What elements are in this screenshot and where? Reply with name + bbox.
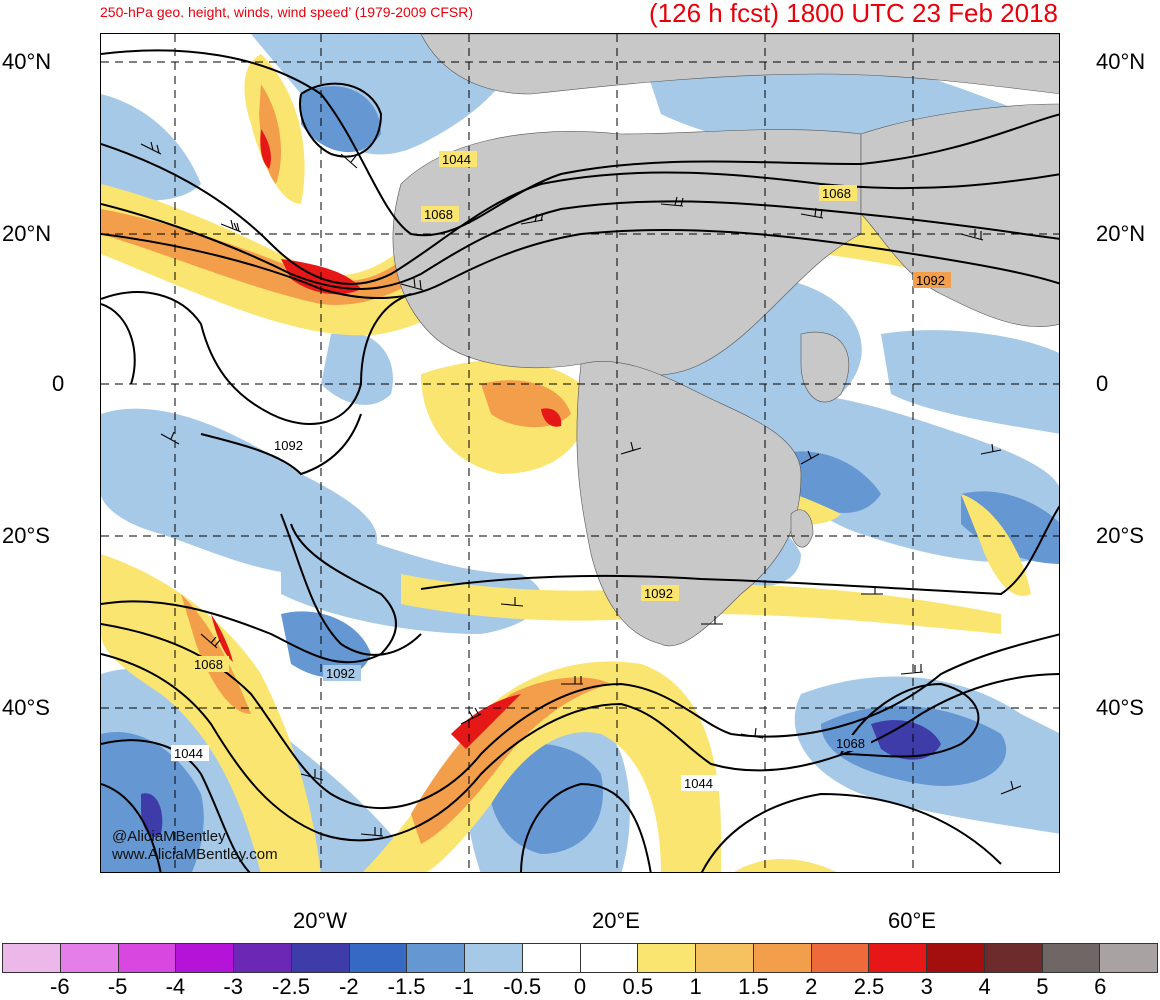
colorbar-swatch — [1042, 944, 1101, 972]
lat-label-20n-left: 20°N — [2, 221, 52, 246]
lat-label-eq-right: 0 — [1096, 371, 1109, 396]
colorbar-swatch — [696, 944, 754, 972]
colorbar-swatch — [176, 944, 234, 972]
map-canvas: 1044 1068 1092 1092 1068 1044 1068 1092 … — [101, 34, 1059, 872]
colorbar-swatch — [3, 944, 61, 972]
contour-label: 1068 — [822, 186, 851, 201]
colorbar-swatch — [753, 944, 812, 972]
contour-label: 1068 — [194, 657, 223, 672]
colorbar-swatch — [118, 944, 177, 972]
colorbar-tick-label: 2.5 — [853, 974, 885, 999]
contour-label: 1092 — [644, 586, 673, 601]
colorbar-tick-label: -1 — [454, 974, 475, 999]
colorbar-swatch — [407, 944, 465, 972]
colorbar-tick-label: 0 — [573, 974, 587, 999]
colorbar-tick-label: 3 — [920, 974, 933, 999]
contour-labels: 1044 1068 1092 1092 1068 1044 1068 1092 … — [171, 151, 951, 791]
colorbar-swatch — [349, 944, 408, 972]
colorbar-tick-label: 5 — [1036, 974, 1049, 999]
height-contours — [101, 49, 1059, 872]
colorbar-tick-label: -1.5 — [387, 974, 426, 999]
colorbar-tick-label: -4 — [165, 974, 186, 999]
colorbar-swatch — [984, 944, 1043, 972]
lat-label-20s-left: 20°S — [2, 523, 50, 548]
lon-label-60e: 60°E — [888, 908, 936, 933]
lat-label-40n-right: 40°N — [1096, 49, 1146, 74]
map-panel[interactable]: 1044 1068 1092 1092 1068 1044 1068 1092 … — [100, 33, 1060, 873]
lon-label-20e: 20°E — [592, 908, 640, 933]
colorbar-tick-label: 6 — [1094, 974, 1107, 999]
land-area — [392, 34, 1059, 647]
map-title-right: (126 h fcst) 1800 UTC 23 Feb 2018 — [648, 0, 1058, 28]
lat-label-20n-right: 20°N — [1096, 221, 1146, 246]
colorbar-tick-label: -5 — [107, 974, 128, 999]
contour-label: 1044 — [684, 776, 713, 791]
credits: @AliciaMBentley www.AliciaMBentley.com — [112, 828, 278, 864]
colorbar-swatch — [60, 944, 119, 972]
colorbar-swatch — [234, 944, 292, 972]
colorbar-swatch — [811, 944, 870, 972]
colorbar — [2, 943, 1158, 973]
colorbar-tick-label: 1 — [689, 974, 702, 999]
contour-label: 1092 — [274, 438, 303, 453]
contour-label: 1068 — [836, 736, 865, 751]
colorbar-tick-label: -0.5 — [503, 974, 542, 999]
colorbar-swatch — [869, 944, 927, 972]
contour-label: 1068 — [424, 207, 453, 222]
colorbar-swatch — [465, 944, 523, 972]
colorbar-swatch — [580, 944, 639, 972]
lat-label-40s-left: 40°S — [2, 695, 50, 720]
colorbar-swatch — [291, 944, 350, 972]
lat-label-eq-left: 0 — [52, 371, 65, 396]
contour-label: 1044 — [174, 746, 203, 761]
colorbar-tick-label: 0.5 — [622, 974, 654, 999]
colorbar-tick-label: 1.5 — [738, 974, 769, 999]
colorbar-tick-label: -2 — [339, 974, 359, 999]
graticule — [101, 34, 1059, 872]
lat-label-40s-right: 40°S — [1096, 695, 1144, 720]
colorbar-tick-label: -3 — [223, 974, 243, 999]
credit-handle: @AliciaMBentley — [112, 828, 226, 845]
contour-label: 1092 — [916, 273, 945, 288]
lon-label-20w: 20°W — [292, 908, 348, 933]
contour-label: 1092 — [326, 666, 355, 681]
colorbar-tick-label: -2.5 — [272, 974, 310, 999]
colorbar-swatch — [522, 944, 581, 972]
colorbar-swatch — [1100, 944, 1157, 972]
colorbar-tick-label: 2 — [805, 974, 818, 999]
colorbar-swatch — [638, 944, 696, 972]
colorbar-tick-label: 4 — [978, 974, 991, 999]
lat-label-20s-right: 20°S — [1096, 523, 1144, 548]
map-title-left: 250-hPa geo. height, winds, wind speed’ … — [100, 4, 474, 20]
colorbar-swatch — [927, 944, 985, 972]
lat-label-40n-left: 40°N — [2, 49, 52, 74]
colorbar-tick-label: -6 — [50, 974, 70, 999]
contour-label: 1044 — [442, 152, 471, 167]
wind-barbs — [140, 141, 1022, 837]
credit-website[interactable]: www.AliciaMBentley.com — [112, 846, 278, 863]
